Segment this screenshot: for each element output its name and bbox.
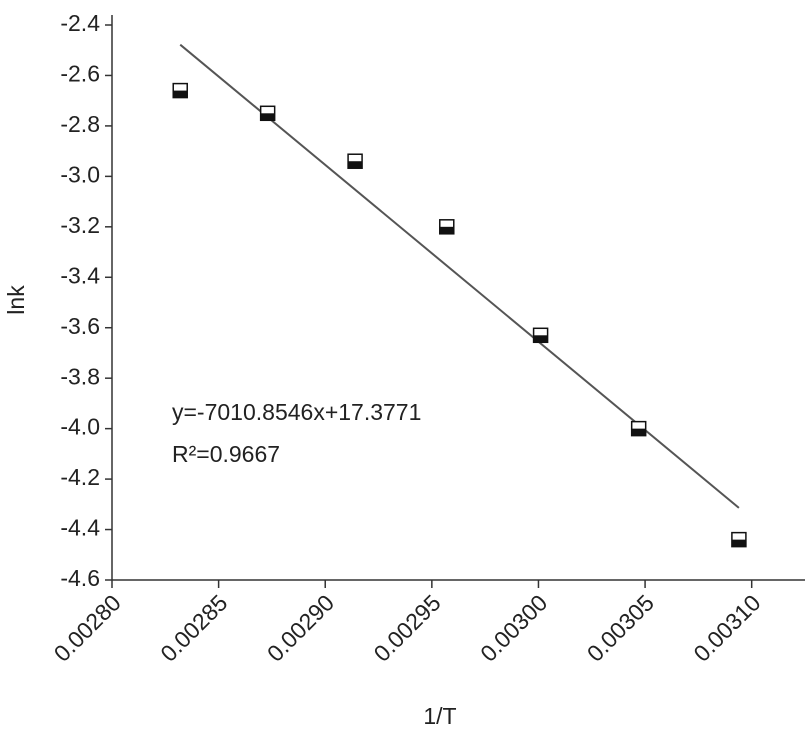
- x-tick-label: 0.00290: [262, 589, 339, 666]
- marker-bottom: [631, 428, 646, 436]
- y-tick-label: -2.4: [60, 10, 100, 36]
- y-tick-label: -2.6: [60, 61, 100, 87]
- x-tick-label: 0.00280: [49, 589, 126, 666]
- y-tick-label: -4.0: [60, 414, 100, 440]
- x-tick-label: 0.00310: [688, 589, 765, 666]
- y-tick-label: -3.0: [60, 161, 100, 187]
- y-tick-label: -3.8: [60, 363, 100, 389]
- r-squared: R²=0.9667: [172, 441, 280, 467]
- data-point: [532, 327, 549, 344]
- x-tick-label: 0.00305: [582, 589, 659, 666]
- data-point: [630, 420, 647, 437]
- marker-bottom: [533, 335, 548, 343]
- x-axis-label: 1/T: [423, 703, 456, 729]
- marker-bottom: [439, 226, 454, 234]
- y-axis-label: lnk: [3, 285, 29, 315]
- data-point: [731, 531, 747, 548]
- y-tick-label: -3.4: [60, 262, 100, 288]
- data-point: [172, 82, 188, 99]
- y-tick-label: -3.6: [60, 313, 100, 339]
- equation: y=-7010.8546x+17.3771: [172, 399, 421, 425]
- y-tick-label: -3.2: [60, 212, 100, 238]
- marker-bottom: [173, 90, 188, 98]
- marker-bottom: [260, 113, 275, 121]
- data-point: [259, 105, 276, 122]
- y-tick-label: -2.8: [60, 111, 100, 137]
- marker-bottom: [348, 161, 363, 169]
- y-tick-label: -4.2: [60, 464, 100, 490]
- y-tick-label: -4.6: [60, 565, 100, 591]
- x-tick-label: 0.00300: [475, 589, 552, 666]
- x-tick-label: 0.00295: [369, 589, 446, 666]
- data-point: [347, 153, 363, 169]
- y-tick-label: -4.4: [60, 515, 100, 541]
- marker-bottom: [731, 539, 746, 547]
- data-point: [439, 219, 455, 235]
- x-tick-label: 0.00285: [155, 589, 232, 666]
